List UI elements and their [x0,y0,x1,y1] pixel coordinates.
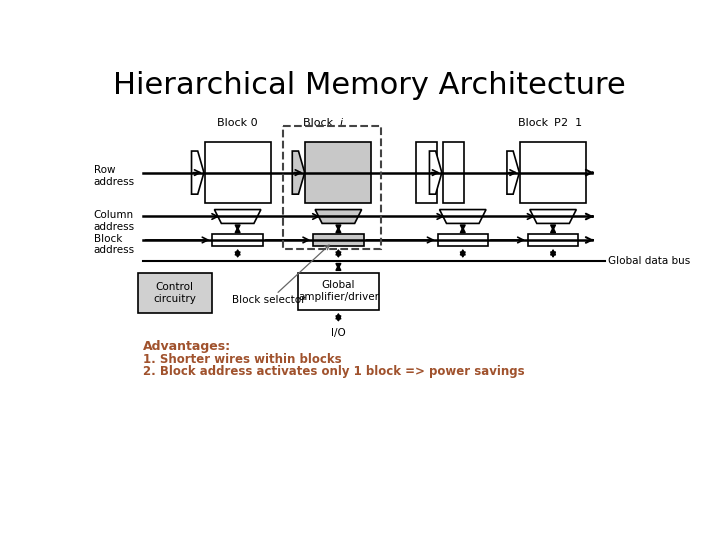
Bar [415,142,437,204]
Text: 2. Block address activates only 1 block => power savings: 2. Block address activates only 1 block … [143,365,524,378]
Text: Row
address: Row address [94,165,135,186]
Text: Block 0: Block 0 [217,118,258,128]
Polygon shape [429,151,442,194]
Text: Global
amplifier/driver: Global amplifier/driver [298,280,379,302]
Text: Block: Block [518,118,552,128]
Text: 2  1: 2 1 [561,118,582,128]
Bar [212,234,263,246]
Text: Block selector: Block selector [232,295,305,305]
Polygon shape [292,151,305,194]
Text: Advantages:: Advantages: [143,340,231,354]
Text: Control
circuitry: Control circuitry [153,282,197,303]
Bar [438,234,488,246]
Polygon shape [439,210,486,224]
Bar [528,234,578,246]
Text: Block
address: Block address [94,234,135,255]
Bar [204,142,271,204]
Bar [305,142,372,204]
Bar [283,126,382,249]
Text: 1. Shorter wires within blocks: 1. Shorter wires within blocks [143,353,341,366]
Text: Hierarchical Memory Architecture: Hierarchical Memory Architecture [112,71,626,100]
Bar [313,234,364,246]
Polygon shape [530,210,576,224]
Bar [520,142,586,204]
Text: Global data bus: Global data bus [608,256,690,266]
Polygon shape [215,210,261,224]
Bar [138,273,212,313]
Text: i: i [340,118,343,128]
Polygon shape [315,210,361,224]
Bar [443,142,464,204]
Bar [298,273,379,309]
Text: I/O: I/O [331,328,346,338]
Text: Block: Block [303,118,337,128]
Polygon shape [192,151,204,194]
Polygon shape [507,151,519,194]
Text: P: P [554,118,561,128]
Text: Column
address: Column address [94,211,135,232]
